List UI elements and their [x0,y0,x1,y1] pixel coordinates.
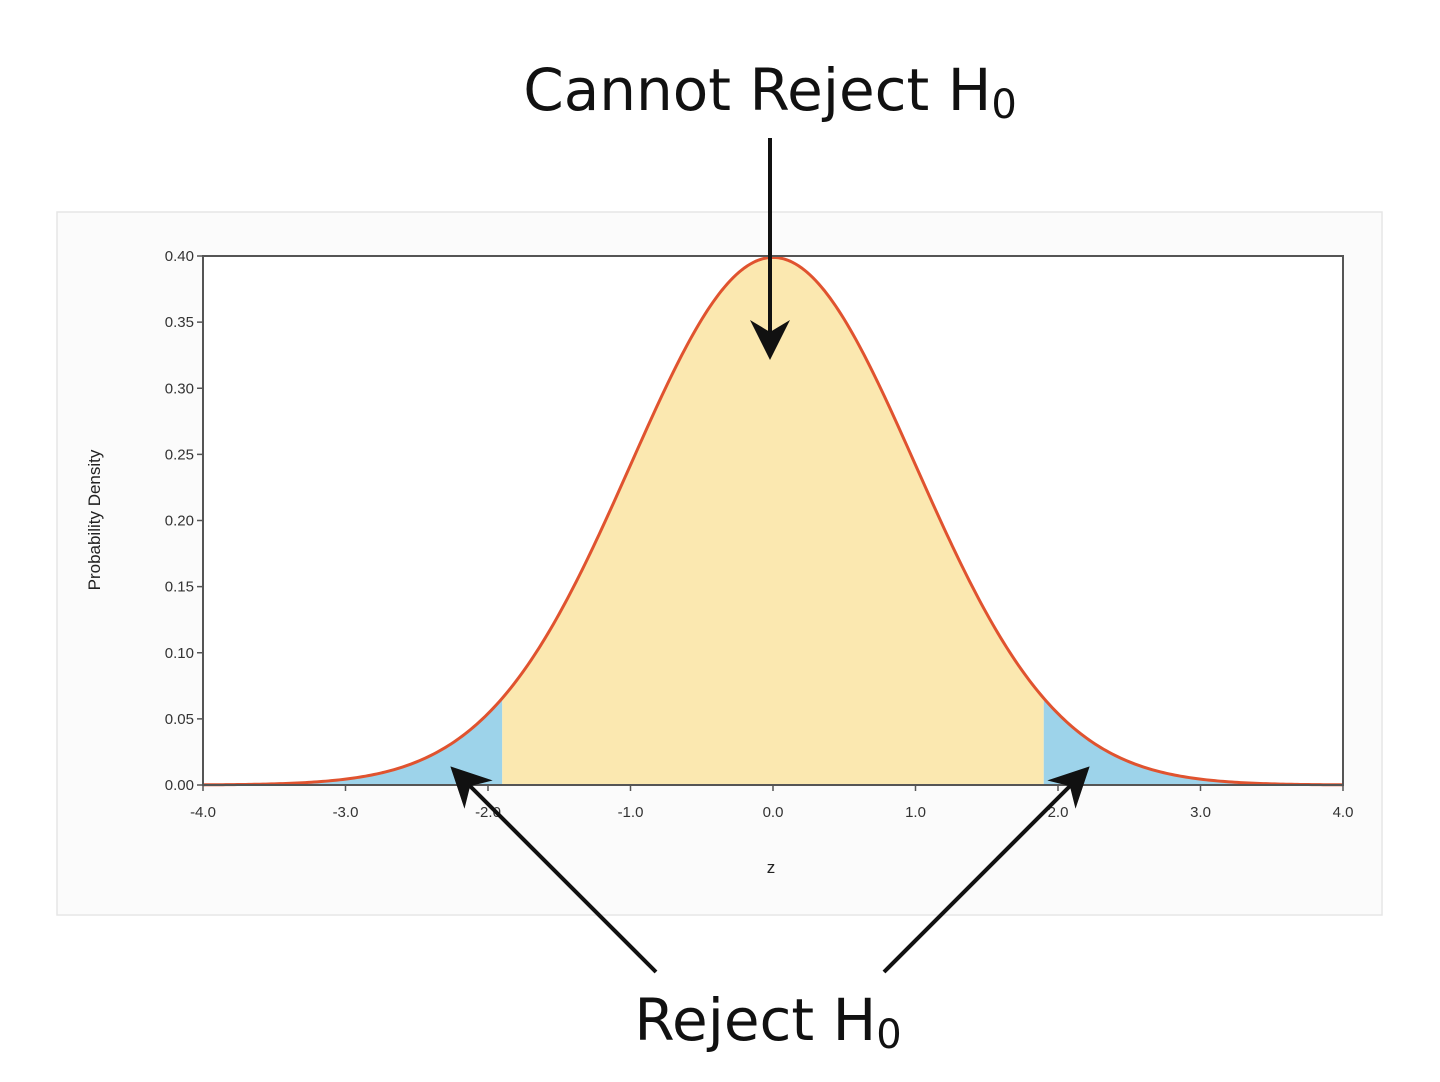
x-tick-label: -3.0 [333,804,359,821]
reject-region-right [1043,698,1343,785]
y-tick-label: 0.35 [165,314,194,331]
x-tick-label: 0.0 [763,804,784,821]
reject-region-left [203,698,503,785]
y-axis-ticks: 0.00 0.05 0.10 0.15 0.20 0.25 0.30 0.35 0.40 [165,248,203,794]
arrow-to-left-tail [450,766,658,974]
reject-label: Reject H0 [634,986,901,1058]
y-axis-title: Probability Density [85,449,104,590]
x-tick-label: 1.0 [905,804,926,821]
y-tick-label: 0.25 [165,446,194,463]
y-tick-label: 0.00 [165,777,194,794]
y-tick-label: 0.10 [165,645,194,662]
cannot-reject-subscript: 0 [991,82,1016,128]
arrow-to-right-tail [882,766,1090,974]
y-tick-label: 0.20 [165,513,194,530]
cannot-reject-label: Cannot Reject H0 [523,56,1017,128]
y-tick-label: 0.40 [165,248,194,265]
x-tick-label: -4.0 [190,804,216,821]
x-tick-label: 3.0 [1190,804,1211,821]
cannot-reject-text: Cannot Reject H [523,56,991,124]
reject-subscript: 0 [876,1012,901,1058]
density-curve [202,255,1344,787]
x-tick-label: -1.0 [618,804,644,821]
y-tick-label: 0.15 [165,579,194,596]
x-tick-label: 4.0 [1333,804,1354,821]
y-tick-label: 0.05 [165,711,194,728]
reject-text: Reject H [634,986,876,1054]
x-axis-title: z [767,858,776,877]
accept-region [502,257,1044,785]
y-tick-label: 0.30 [165,380,194,397]
